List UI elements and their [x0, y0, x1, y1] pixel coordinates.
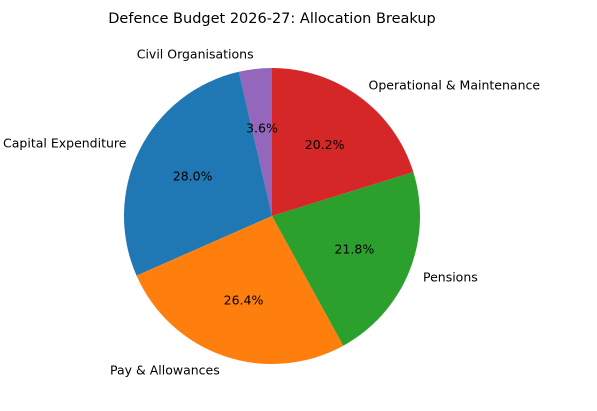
pie-percent-label-pay-and-allowances: 26.4% — [224, 293, 264, 308]
pie-slice-civil-organisations — [238, 68, 272, 216]
pie-slice-operational-and-maintenance — [272, 68, 414, 216]
pie-percent-label-civil-organisations: 3.6% — [246, 120, 278, 135]
chart-title: Defence Budget 2026-27: Allocation Break… — [108, 11, 435, 27]
pie-percent-label-operational-and-maintenance: 20.2% — [305, 137, 345, 152]
pie-slice-label-pensions: Pensions — [423, 269, 478, 284]
pie-percent-label-capital-expenditure: 28.0% — [173, 169, 213, 184]
pie-percent-label-pensions: 21.8% — [334, 242, 374, 257]
pie-slices — [124, 68, 421, 365]
pie-slice-pensions — [272, 172, 421, 346]
pie-slice-capital-expenditure — [124, 71, 272, 276]
pie-slice-label-pay-and-allowances: Pay & Allowances — [110, 363, 220, 378]
pie-slice-pay-and-allowances — [136, 216, 344, 365]
pie-slice-label-civil-organisations: Civil Organisations — [137, 47, 254, 62]
pie-percent-labels: 3.6% 28.0% 26.4% 21.8% 20.2% — [173, 120, 375, 307]
pie-slice-label-capital-expenditure: Capital Expenditure — [3, 136, 127, 151]
pie-slice-labels: Civil Organisations Capital Expenditure Pa… — [3, 47, 540, 378]
pie-slice-label-operational-and-maintenance: Operational & Maintenance — [369, 77, 541, 92]
